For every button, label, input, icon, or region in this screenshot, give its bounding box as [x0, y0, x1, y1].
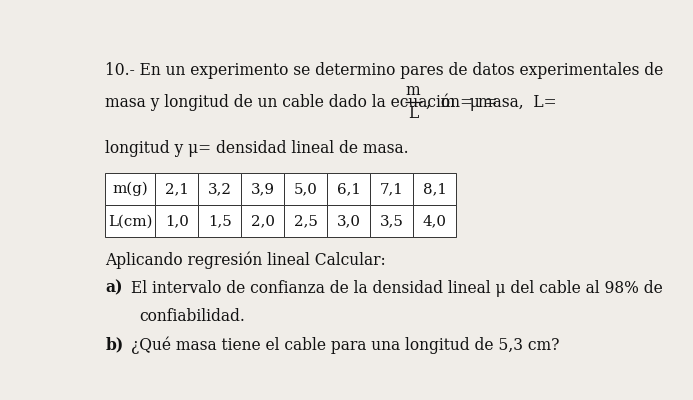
Text: m(g): m(g) — [112, 182, 148, 196]
Bar — [155, 205, 198, 238]
Bar — [198, 173, 241, 205]
Text: 10.- En un experimento se determino pares de datos experimentales de: 10.- En un experimento se determino pare… — [105, 62, 664, 79]
Bar — [413, 205, 456, 238]
Bar — [327, 205, 370, 238]
Text: 8,1: 8,1 — [423, 182, 446, 196]
Bar — [284, 173, 327, 205]
Text: confiabilidad.: confiabilidad. — [139, 308, 245, 325]
Bar — [284, 205, 327, 238]
Text: 3,0: 3,0 — [337, 214, 361, 228]
Text: 1,0: 1,0 — [165, 214, 188, 228]
Text: 3,5: 3,5 — [380, 214, 403, 228]
Text: L: L — [408, 105, 419, 122]
Text: 1,5: 1,5 — [208, 214, 231, 228]
Text: El intervalo de confianza de la densidad lineal μ del cable al 98% de: El intervalo de confianza de la densidad… — [131, 280, 663, 297]
Text: 2,0: 2,0 — [251, 214, 275, 228]
Text: 2,5: 2,5 — [294, 214, 317, 228]
Bar — [241, 205, 284, 238]
Text: ¿Qué masa tiene el cable para una longitud de 5,3 cm?: ¿Qué masa tiene el cable para una longit… — [131, 336, 559, 354]
Bar — [241, 173, 284, 205]
Text: masa y longitud de un cable dado la ecuación  μ =: masa y longitud de un cable dado la ecua… — [105, 93, 498, 111]
Text: 6,1: 6,1 — [337, 182, 360, 196]
Text: a): a) — [105, 280, 123, 297]
Bar — [327, 173, 370, 205]
Bar — [413, 173, 456, 205]
Bar — [105, 173, 155, 205]
Text: L(cm): L(cm) — [108, 214, 152, 228]
Bar — [370, 205, 413, 238]
Text: 5,0: 5,0 — [294, 182, 317, 196]
Text: m: m — [406, 82, 421, 99]
Text: 3,9: 3,9 — [251, 182, 275, 196]
Text: 3,2: 3,2 — [208, 182, 232, 196]
Text: longitud y μ= densidad lineal de masa.: longitud y μ= densidad lineal de masa. — [105, 140, 409, 158]
Text: 7,1: 7,1 — [380, 182, 403, 196]
Bar — [105, 205, 155, 238]
Bar — [198, 205, 241, 238]
Text: 4,0: 4,0 — [423, 214, 447, 228]
Text: 2,1: 2,1 — [165, 182, 188, 196]
Text: b): b) — [105, 336, 123, 353]
Bar — [370, 173, 413, 205]
Text: Aplicando regresión lineal Calcular:: Aplicando regresión lineal Calcular: — [105, 251, 386, 269]
Text: ,  m = masa,  L=: , m = masa, L= — [426, 94, 556, 110]
Bar — [155, 173, 198, 205]
